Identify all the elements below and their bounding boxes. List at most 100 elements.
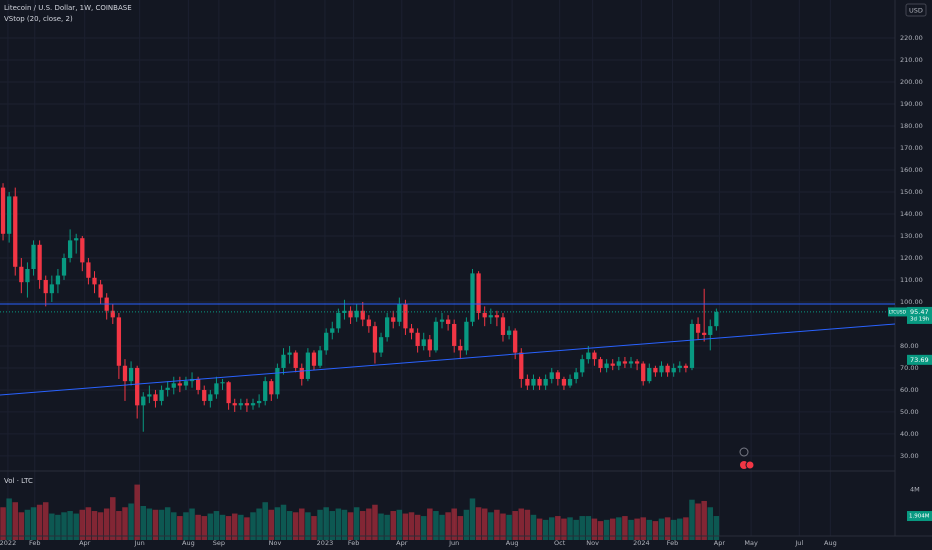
x-tick-label: Jul: [794, 539, 803, 547]
y-tick-label: 60.00: [900, 386, 919, 394]
currency[interactable]: USD: [909, 7, 923, 15]
volume-bar: [122, 507, 128, 540]
candle-body: [360, 310, 365, 320]
candle-body: [311, 352, 317, 366]
candle-body: [0, 187, 6, 234]
candle-body: [159, 389, 164, 401]
candle-body: [647, 367, 652, 382]
volume-bar: [701, 500, 707, 540]
volume-bar: [518, 508, 525, 540]
candle-body: [415, 332, 420, 346]
volume-bar: [707, 507, 714, 540]
volume-bar: [664, 517, 671, 540]
volume-bar: [73, 513, 79, 540]
x-tick-label: Jun: [448, 539, 459, 547]
candle-body: [543, 378, 548, 386]
vstop-box: [907, 354, 932, 365]
x-tick-label: Sep: [213, 539, 225, 547]
volume-bar: [97, 512, 104, 540]
candle-body: [165, 387, 170, 390]
candle-body: [366, 319, 371, 327]
candle-body: [391, 317, 396, 322]
volume-bar: [713, 516, 720, 540]
candle-body: [171, 383, 176, 388]
volume-bar: [329, 511, 336, 540]
candle-body: [470, 273, 475, 322]
x-tick-label: Feb: [348, 539, 360, 547]
volume-bar: [244, 517, 250, 540]
volume-bar: [140, 506, 147, 540]
candle-body: [281, 354, 286, 368]
volume-bar: [177, 516, 183, 540]
x-tick-label: Aug: [506, 539, 519, 547]
candle-body: [671, 367, 676, 373]
volume-bar: [500, 513, 506, 540]
volume-bar: [128, 503, 134, 540]
candle-body: [299, 367, 304, 379]
candle-body: [525, 378, 530, 386]
y-tick-label: 110.00: [900, 276, 923, 284]
candle-body: [202, 389, 207, 401]
volume-bar: [317, 509, 323, 540]
candle-body: [147, 394, 152, 397]
y-tick-label: 120.00: [900, 254, 923, 262]
candle-body: [378, 337, 384, 353]
volume-bar: [12, 502, 18, 540]
symbol-label: LTCUSD: [889, 309, 907, 315]
y-tick-label: 190.00: [900, 100, 923, 108]
volume-bar: [561, 518, 567, 540]
candle-body: [342, 310, 347, 313]
volume-bar: [335, 508, 342, 540]
indicator-title: VStop (20, close, 2): [4, 15, 73, 23]
candle-body: [537, 378, 542, 386]
event-icon[interactable]: [739, 447, 749, 457]
volume-bar: [628, 519, 634, 540]
volume-bar: [512, 511, 518, 540]
volume-bar: [494, 509, 500, 540]
volume-bar: [274, 507, 281, 540]
y-tick-label: 160.00: [900, 166, 923, 174]
candle-body: [214, 383, 219, 395]
symbol-box: [888, 307, 907, 317]
candle-body: [641, 363, 646, 382]
volume-bar: [427, 508, 433, 540]
candle-body: [43, 279, 48, 294]
candle-body: [330, 328, 335, 333]
volume-bar: [207, 513, 214, 540]
candle-body: [622, 361, 628, 364]
candle-body: [19, 266, 24, 283]
event-icon[interactable]: [745, 460, 755, 470]
vstop-label: 73.69: [910, 356, 929, 364]
volume-bar: [506, 514, 512, 540]
volume-bar: [439, 514, 445, 540]
candle-body: [683, 365, 689, 368]
candle-body: [269, 381, 274, 395]
y-tick-label: 210.00: [900, 56, 923, 64]
volume-bar: [463, 509, 470, 540]
x-tick-label: 2022: [0, 539, 16, 547]
currency-box[interactable]: [905, 3, 927, 17]
plot: [0, 183, 720, 540]
candle-body: [177, 383, 182, 386]
candle-body: [598, 359, 603, 368]
volume-bar: [146, 508, 153, 540]
candle-body: [238, 403, 243, 406]
volume-bar: [61, 512, 67, 540]
volume-bar: [341, 509, 348, 540]
candle-body: [116, 317, 122, 366]
candle-body: [67, 240, 73, 258]
candle-body: [702, 332, 707, 335]
y-tick-label: 30.00: [900, 452, 919, 460]
candle-body: [110, 310, 115, 318]
x-tick-label: May: [744, 539, 758, 547]
volume-bar: [603, 519, 610, 540]
volume-bar: [116, 511, 122, 540]
candle-body: [25, 268, 30, 283]
candle-body: [659, 365, 664, 373]
volume-bar: [152, 509, 159, 540]
x-tick-label: Feb: [667, 539, 679, 547]
volume-bar: [616, 517, 622, 540]
candle-body: [610, 363, 615, 366]
